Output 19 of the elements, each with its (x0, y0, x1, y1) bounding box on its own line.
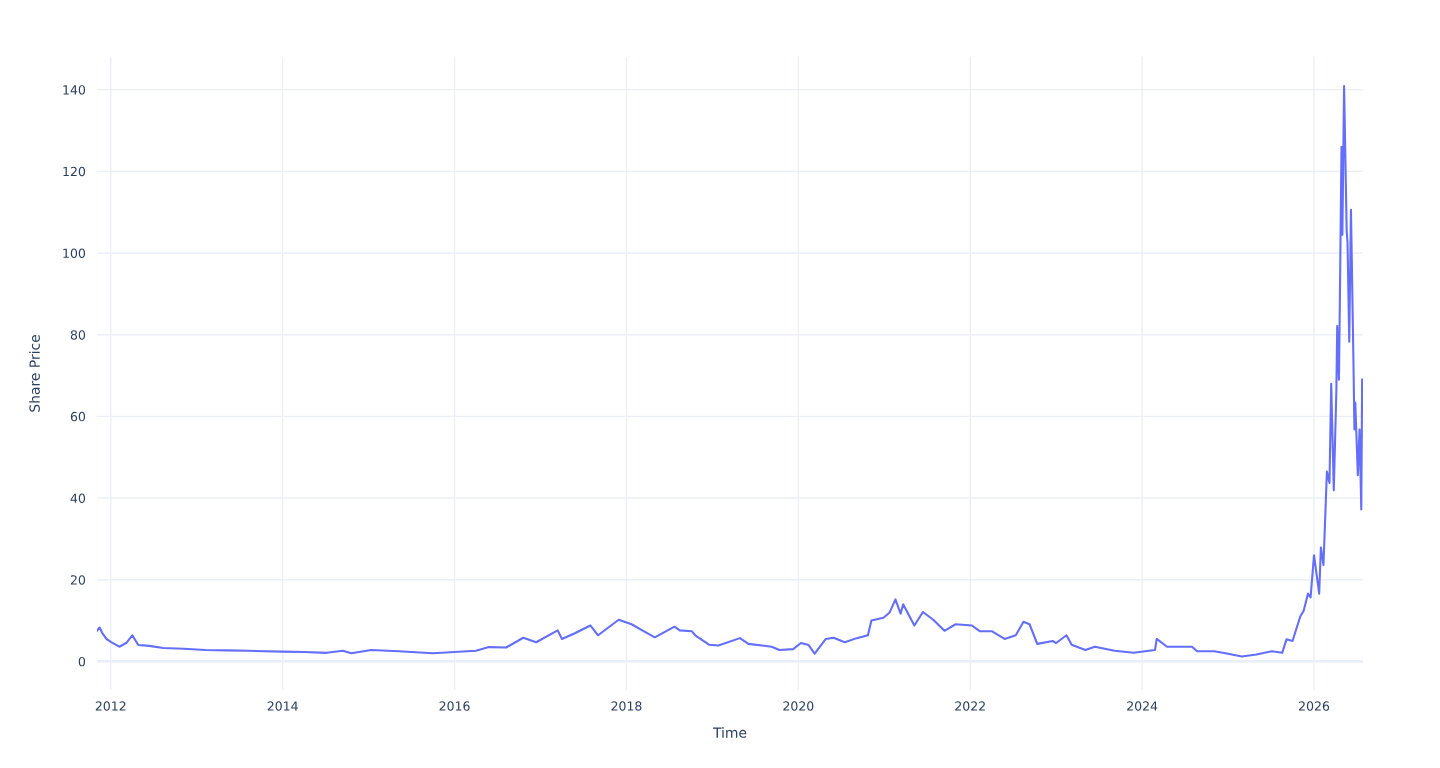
y-tick-label: 20 (70, 575, 86, 585)
y-axis-title: Share Price (29, 335, 40, 412)
y-tick-label: 100 (63, 248, 86, 258)
x-axis-title: Time (712, 727, 747, 738)
line-series (97, 84, 1363, 658)
x-tick-label: 2024 (1127, 701, 1158, 711)
y-tick-label: 120 (63, 166, 86, 177)
x-tick-label: 2022 (955, 701, 985, 711)
y-tick-label: 140 (63, 85, 86, 95)
x-tick-label: 2018 (611, 701, 642, 711)
y-tick-label: 0 (78, 656, 86, 667)
y-tick-label: 40 (70, 493, 86, 503)
y-tick-label: 60 (70, 411, 86, 422)
x-tick-label: 2014 (267, 701, 298, 711)
x-tick-label: 2026 (1299, 701, 1330, 711)
y-tick-label: 80 (70, 330, 86, 340)
x-tick-label: 2016 (439, 701, 470, 711)
x-tick-label: 2020 (783, 701, 814, 711)
x-tick-label: 2012 (95, 701, 126, 711)
